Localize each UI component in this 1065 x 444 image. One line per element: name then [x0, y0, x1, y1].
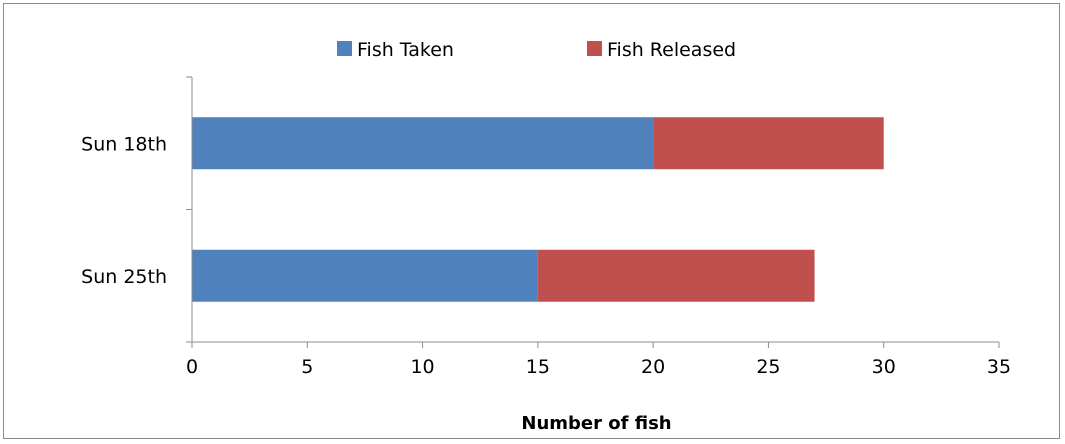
- x-tick-label: 25: [756, 356, 780, 378]
- bar-fish-taken-0: [192, 117, 654, 170]
- category-label: Sun 25th: [81, 266, 167, 288]
- legend-label: Fish Released: [607, 39, 736, 61]
- legend-swatch: [587, 41, 602, 56]
- axes: [191, 77, 999, 343]
- x-ticks: 0 5 10 15 20 25 30 35: [186, 342, 1011, 378]
- stacked-bar-chart: Fish Taken Fish Released 0 5 10 15 20 25 30 35 S…: [81, 39, 1011, 434]
- y-ticks: [186, 76, 192, 343]
- category-label: Sun 18th: [81, 133, 167, 155]
- bar-fish-released-1: [537, 249, 815, 302]
- bar-fish-taken-1: [192, 249, 538, 302]
- x-tick-label: 35: [987, 356, 1011, 378]
- category-labels: Sun 18th Sun 25th: [81, 133, 167, 288]
- legend: Fish Taken Fish Released: [337, 39, 736, 61]
- x-tick-label: 0: [186, 356, 198, 378]
- x-tick-label: 20: [641, 356, 665, 378]
- bars: [192, 117, 884, 302]
- x-axis-title: Number of fish: [521, 413, 671, 434]
- legend-label: Fish Taken: [357, 39, 454, 61]
- x-tick-label: 15: [526, 356, 550, 378]
- x-tick-label: 10: [410, 356, 434, 378]
- x-tick-label: 5: [301, 356, 313, 378]
- legend-swatch: [337, 41, 352, 56]
- bar-fish-released-0: [653, 117, 884, 170]
- chart-frame: Fish Taken Fish Released 0 5 10 15 20 25 30 35 S…: [3, 3, 1060, 439]
- x-tick-label: 30: [872, 356, 896, 378]
